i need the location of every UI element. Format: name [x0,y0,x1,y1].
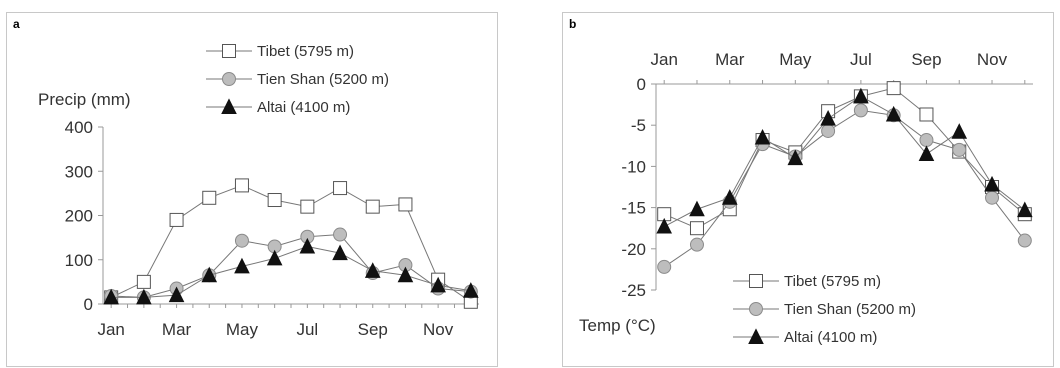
series-line-circle [111,234,471,298]
data-point-circle [821,123,836,138]
data-point-square [689,221,704,236]
data-point-circle [985,190,1000,205]
data-point-circle [853,103,868,118]
x-tick-label: Jan [650,50,677,69]
x-tick-label: Jul [296,320,318,339]
data-point-triangle [984,175,1000,192]
data-point-square [398,197,413,212]
y-tick-label: -20 [621,240,646,259]
data-point-triangle [820,109,836,126]
data-point-triangle [430,276,446,293]
data-point-triangle [168,286,185,303]
x-tick-label: May [779,50,812,69]
data-point-triangle [787,149,804,166]
data-point-triangle [201,266,218,283]
y-tick-label: -25 [621,281,646,300]
y-axis-label: Temp (°C) [579,316,656,335]
data-point-circle [234,233,249,248]
data-point-triangle [1016,201,1033,218]
x-tick-label: Nov [423,320,454,339]
data-point-triangle [299,237,316,254]
data-point-triangle [721,189,738,205]
data-point-square [169,212,184,227]
x-tick-label: Sep [358,320,388,339]
legend-label: Altai (4100 m) [784,329,877,346]
data-point-square [136,274,151,289]
chart-panel-b: b 0 -5 -10 -15 -20 -25 Jan Mar May Jul Sep Nov Temp (… [562,12,1054,367]
data-point-triangle [234,257,250,274]
y-tick-label: 0 [84,295,93,314]
y-tick-label: 400 [65,118,93,137]
legend-label: Tien Shan (5200 m) [784,301,916,318]
data-point-triangle [136,288,152,305]
x-tick-label: Nov [977,50,1008,69]
x-tick-label: Sep [911,50,941,69]
series-line-square [663,87,1026,229]
legend-marker-circle [749,302,763,316]
y-tick-label: -10 [621,157,646,176]
x-tick-label: May [226,320,259,339]
series-line-square [110,184,472,303]
data-point-circle [689,237,704,252]
data-point-square [267,193,282,208]
legend-marker-circle [222,72,236,86]
data-point-triangle [853,87,869,104]
data-point-triangle [103,288,119,305]
x-tick-label: Jan [97,320,124,339]
data-point-triangle [754,128,771,145]
y-tick-label: 0 [637,75,646,94]
legend-label: Tien Shan (5200 m) [257,71,389,88]
data-point-square [333,181,348,196]
y-tick-label: -15 [621,199,646,218]
y-tick-label: -5 [631,116,646,135]
data-point-square [365,199,380,214]
panel-label: b [569,17,576,31]
y-tick-label: 100 [65,251,93,270]
data-point-circle [657,259,672,274]
data-point-triangle [885,105,902,122]
temperature-chart: b 0 -5 -10 -15 -20 -25 Jan Mar May Jul Sep Nov Temp (… [569,17,1033,346]
legend-marker-triangle [221,98,237,114]
series-line-triangle [111,245,471,298]
x-tick-label: Jul [850,50,872,69]
y-axis-label: Precip (mm) [38,90,131,109]
data-point-triangle [364,262,381,278]
data-point-circle [1017,233,1032,248]
data-point-square [300,199,315,214]
data-point-triangle [266,249,283,266]
data-point-triangle [397,266,414,283]
legend-marker-square [749,274,763,288]
data-point-circle [952,142,967,157]
data-point-triangle [463,282,479,298]
legend-marker-triangle [748,328,764,344]
legend-marker-square [222,44,236,58]
data-point-square [919,107,934,122]
data-point-triangle [918,145,935,162]
precipitation-chart: a 0 100 200 300 400 Jan Mar May Jul Sep Nov Precip (… [13,17,479,339]
data-point-triangle [656,217,673,234]
x-tick-label: Mar [715,50,745,69]
data-point-square [886,81,901,96]
data-point-triangle [332,244,348,261]
x-tick-label: Mar [162,320,192,339]
legend-label: Tibet (5795 m) [784,273,881,290]
legend-label: Tibet (5795 m) [257,43,354,60]
data-point-circle [333,227,348,242]
series-line-triangle [663,95,1026,227]
panel-label: a [13,17,20,31]
chart-panel-a: a 0 100 200 300 400 Jan Mar May Jul Sep Nov Precip (… [6,12,498,367]
data-point-square [234,178,249,193]
data-point-triangle [951,123,968,139]
series-line-circle [663,109,1026,268]
data-point-circle [919,133,934,148]
data-point-square [202,190,217,205]
y-tick-label: 200 [65,207,93,226]
legend-label: Altai (4100 m) [257,99,350,116]
data-point-triangle [689,200,705,217]
y-tick-label: 300 [65,162,93,181]
